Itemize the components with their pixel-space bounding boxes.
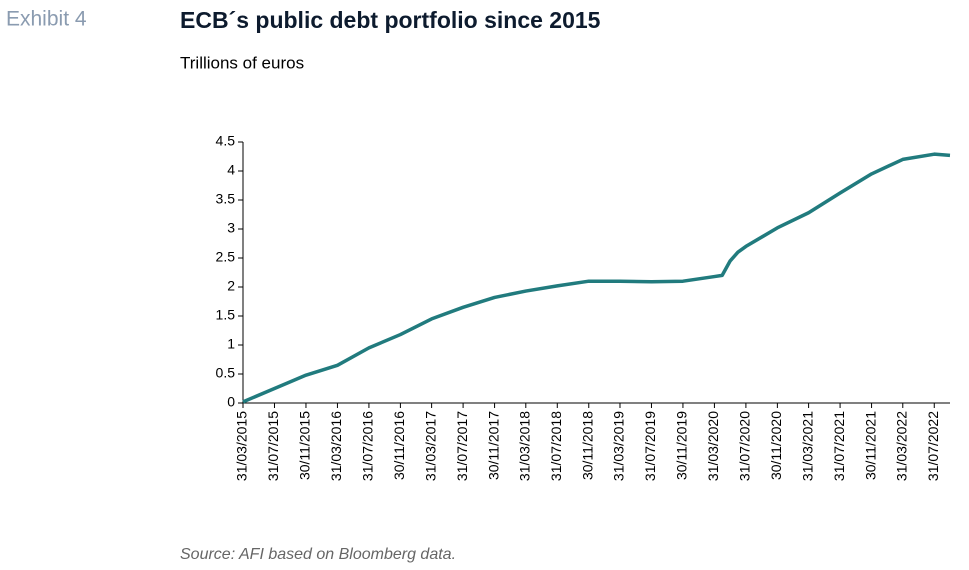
x-tick-label: 30/11/2017 xyxy=(485,411,501,480)
y-tick-label: 4 xyxy=(227,162,235,178)
x-tick-label: 31/03/2016 xyxy=(328,411,344,481)
x-tick-label: 31/07/2019 xyxy=(642,411,658,481)
x-tick-label: 31/03/2022 xyxy=(893,411,909,481)
x-tick-label: 31/07/2021 xyxy=(831,411,847,481)
chart-subtitle: Trillions of euros xyxy=(180,53,304,72)
y-tick-label: 2.5 xyxy=(216,249,236,265)
y-tick-label: 2 xyxy=(227,278,235,294)
exhibit-label: Exhibit 4 xyxy=(6,8,87,31)
x-tick-label: 31/03/2018 xyxy=(517,411,533,481)
y-tick-label: 1.5 xyxy=(216,307,236,323)
y-tick-label: 3 xyxy=(227,220,235,236)
x-tick-label: 31/03/2015 xyxy=(234,411,250,481)
y-tick-label: 4.5 xyxy=(216,133,236,149)
x-tick-label: 31/03/2021 xyxy=(799,411,815,481)
y-tick-label: 3.5 xyxy=(216,191,236,207)
x-tick-label: 31/07/2017 xyxy=(454,411,470,481)
x-tick-label: 30/11/2019 xyxy=(674,411,690,480)
x-tick-label: 30/11/2020 xyxy=(768,411,784,480)
x-tick-label: 31/07/2020 xyxy=(737,411,753,481)
x-tick-label: 31/03/2017 xyxy=(422,411,438,481)
data-line xyxy=(242,152,951,404)
x-tick-label: 31/07/2015 xyxy=(265,411,281,481)
x-tick-label: 31/07/2018 xyxy=(548,411,564,481)
x-tick-label: 31/03/2020 xyxy=(705,411,721,481)
x-tick-label: 31/03/2019 xyxy=(611,411,627,481)
y-tick-label: 0.5 xyxy=(216,365,236,381)
x-tick-label: 30/11/2016 xyxy=(391,411,407,480)
x-tick-label: 31/07/2016 xyxy=(360,411,376,481)
source-note: Source: AFI based on Bloomberg data. xyxy=(180,546,456,563)
y-tick-label: 1 xyxy=(227,336,235,352)
y-tick-label: 0 xyxy=(227,394,235,410)
x-tick-label: 30/11/2018 xyxy=(579,411,595,480)
x-tick-label: 30/11/2021 xyxy=(862,411,878,480)
x-tick-label: 31/07/2022 xyxy=(925,411,941,481)
x-tick-label: 30/11/2015 xyxy=(297,411,313,480)
chart-title: ECB´s public debt portfolio since 2015 xyxy=(180,7,601,33)
